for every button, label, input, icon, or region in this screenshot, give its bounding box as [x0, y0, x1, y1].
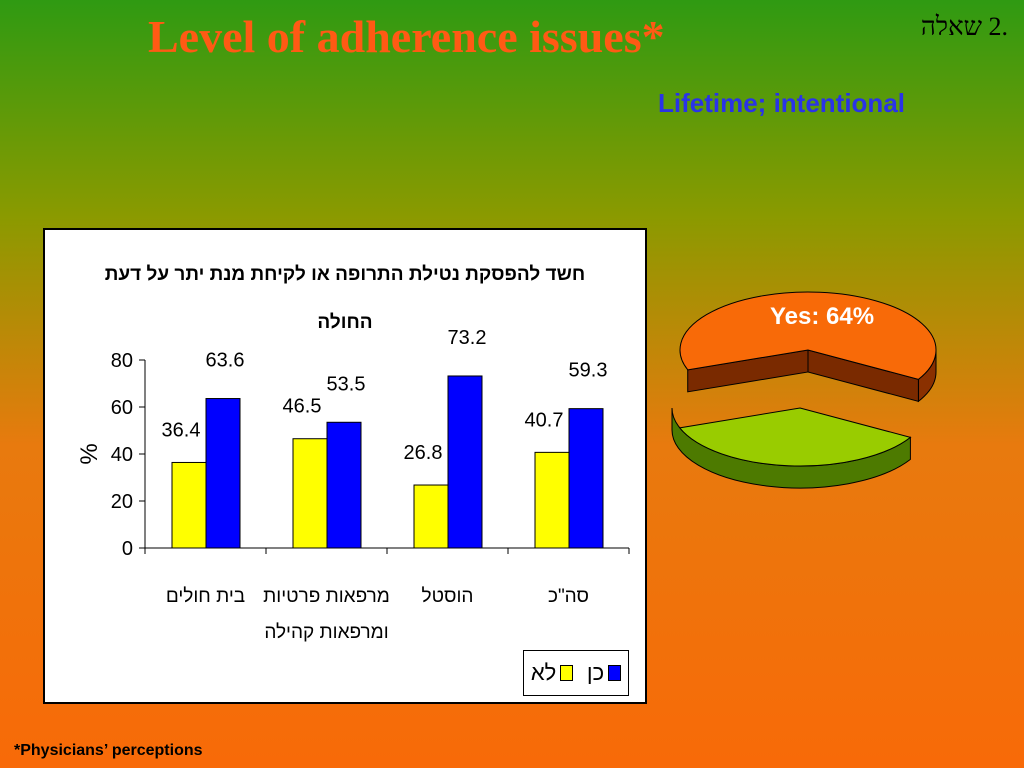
- bar-yes: [568, 408, 604, 549]
- x-category-label: מרפאות פרטיות: [263, 586, 390, 607]
- chart-legend: כן לא: [523, 650, 629, 696]
- legend-label-no: לא: [530, 660, 557, 685]
- y-tick-label: 20: [111, 491, 133, 513]
- y-tick-label: 80: [111, 350, 133, 372]
- data-label-no: 40.7: [525, 409, 564, 431]
- data-label-yes: 73.2: [448, 327, 487, 349]
- bar-yes: [447, 375, 483, 549]
- chart-title-line-1: חשד להפסקת נטילת התרופה או לקיחת מנת יתר…: [105, 264, 585, 285]
- bar-no: [292, 438, 328, 549]
- pie-chart: Yes: 64%: [671, 291, 937, 489]
- x-category-label: סה"כ: [548, 586, 589, 607]
- slide-subtitle: Lifetime; intentional: [658, 88, 905, 118]
- y-axis-label: %: [76, 443, 103, 464]
- data-label-yes: 53.5: [327, 373, 366, 395]
- footnote: *Physicians’ perceptions: [14, 742, 203, 759]
- legend-item-no: לא: [530, 660, 574, 686]
- chart-title-line-2: החולה: [317, 312, 372, 333]
- bar-no: [534, 451, 570, 549]
- data-label-no: 36.4: [162, 419, 201, 441]
- legend-label-yes: כן: [586, 660, 605, 685]
- bar-chart: חשד להפסקת נטילת התרופה או לקיחת מנת יתר…: [76, 264, 630, 643]
- y-tick-label: 40: [111, 444, 133, 466]
- data-label-no: 26.8: [404, 442, 443, 464]
- data-label-no: 46.5: [283, 396, 322, 418]
- x-category-label: בית חולים: [166, 586, 245, 607]
- pie-slice-no: [678, 407, 912, 467]
- pie-slice-yes: [679, 291, 937, 380]
- data-label-yes: 63.6: [206, 350, 245, 372]
- question-label: .2 שאלה: [920, 12, 1008, 41]
- data-label-yes: 59.3: [569, 360, 608, 382]
- pie-label-yes: Yes: 64%: [770, 303, 874, 330]
- slide-title: Level of adherence issues*: [148, 11, 665, 62]
- y-tick-label: 0: [122, 538, 133, 560]
- bar-no: [413, 484, 449, 549]
- legend-item-yes: כן: [586, 660, 622, 686]
- legend-swatch-yes: [608, 665, 622, 681]
- x-category-label: הוסטל: [422, 586, 474, 607]
- x-category-label: ומרפאות קהילה: [264, 622, 388, 643]
- bar-yes: [326, 421, 362, 549]
- legend-swatch-no: [560, 665, 574, 681]
- bar-yes: [205, 398, 241, 549]
- y-tick-label: 60: [111, 397, 133, 419]
- bar-no: [171, 461, 207, 549]
- bar-chart-panel: חשד להפסקת נטילת התרופה או לקיחת מנת יתר…: [43, 228, 647, 704]
